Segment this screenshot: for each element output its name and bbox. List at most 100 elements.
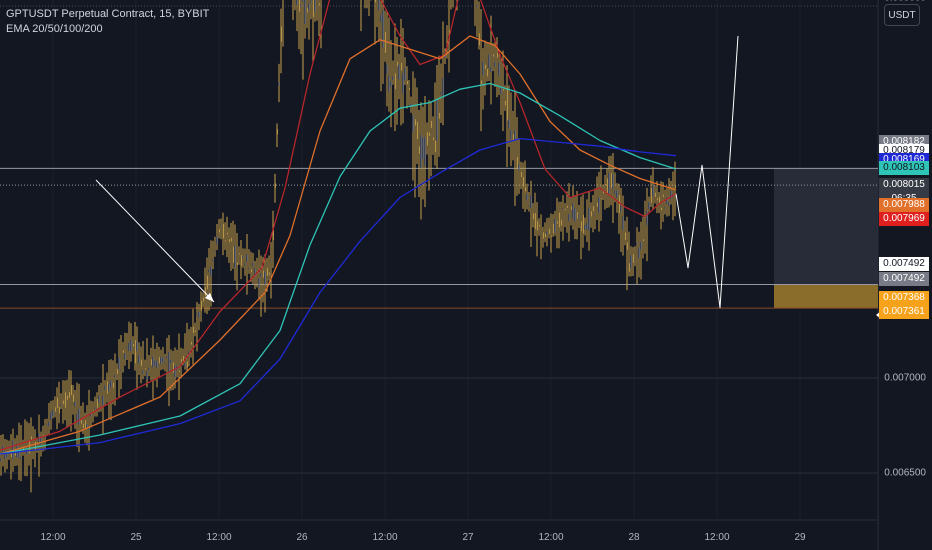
candle-body (652, 185, 654, 197)
price-label: 0.007969 (879, 212, 929, 227)
candle-body (524, 187, 526, 192)
candle-body (258, 277, 260, 288)
candle-body (80, 420, 82, 424)
candle-body (312, 0, 314, 17)
candle-body (552, 223, 554, 234)
candle-body (582, 214, 584, 234)
candle-body (196, 313, 198, 315)
candle-body (308, 3, 310, 11)
symbol-title[interactable]: GPTUSDT Perpetual Contract, 15, BYBIT (6, 8, 210, 20)
candle-body (520, 171, 522, 178)
candle-body (418, 146, 420, 154)
candle-body (66, 395, 68, 400)
candle-body (580, 221, 582, 232)
candle-body (102, 395, 104, 406)
candle-body (96, 399, 98, 408)
x-tick-label: 12:00 (538, 532, 564, 543)
candle-body (518, 164, 520, 171)
candle-body (636, 242, 638, 245)
candle-body (304, 0, 306, 25)
candle-body (168, 351, 170, 373)
candle-body (68, 391, 70, 398)
candle-body (192, 326, 194, 334)
indicator-label[interactable]: EMA 20/50/100/200 (6, 23, 103, 35)
candle-body (592, 206, 594, 211)
candle-body (516, 157, 518, 170)
candle-body (204, 287, 206, 297)
candle-body (142, 370, 144, 374)
candle-body (618, 195, 620, 214)
candle-body (496, 52, 498, 58)
candle-body (92, 409, 94, 411)
candle-body (280, 26, 282, 42)
candle-body (624, 232, 626, 240)
candle-body (402, 73, 404, 94)
candle-body (512, 134, 514, 140)
candle-body (50, 412, 52, 420)
candle-body (664, 207, 666, 209)
candle-body (548, 228, 550, 234)
candle-body (408, 88, 410, 91)
candle-body (20, 456, 22, 459)
candle-body (634, 259, 636, 261)
candle-body (412, 115, 414, 132)
candle-body (224, 240, 226, 242)
candle-body (36, 444, 38, 446)
x-tick-label: 29 (794, 532, 806, 543)
candle-body (484, 64, 486, 70)
candle-body (152, 356, 154, 368)
candle-body (622, 216, 624, 230)
candle-body (656, 198, 658, 201)
candle-body (166, 356, 168, 359)
candle-body (480, 80, 482, 85)
x-tick-label: 12:00 (206, 532, 232, 543)
candle-body (100, 389, 102, 391)
candle-body (140, 359, 142, 367)
candle-body (270, 260, 272, 262)
currency-button[interactable]: USDT (884, 4, 920, 26)
candle-body (244, 263, 246, 266)
candle-body (84, 420, 86, 429)
candle-body (666, 197, 668, 204)
candle-body (526, 193, 528, 201)
candle-body (532, 213, 534, 220)
candle-body (566, 205, 568, 208)
candle-body (420, 134, 422, 169)
candle-body (626, 242, 628, 250)
candle-body (500, 87, 502, 95)
candle-body (154, 360, 156, 366)
candle-body (72, 394, 74, 402)
candle-body (48, 421, 50, 426)
candle-body (194, 330, 196, 332)
candle-body (274, 183, 276, 189)
x-tick-label: 27 (462, 532, 474, 543)
candles (0, 0, 676, 493)
candle-body (620, 205, 622, 213)
candle-body (428, 132, 430, 136)
projection-line (675, 35, 739, 309)
candle-body (410, 103, 412, 106)
arrow-head (205, 293, 214, 302)
candle-body (382, 10, 384, 48)
candle-body (586, 223, 588, 230)
candle-body (400, 62, 402, 71)
candle-body (544, 233, 546, 238)
y-tick-label: 0.009000 (884, 0, 926, 4)
candle-body (200, 300, 202, 311)
candle-body (380, 14, 382, 23)
candle-body (488, 54, 490, 68)
candle-body (40, 437, 42, 445)
candle-body (228, 239, 230, 242)
candle-body (236, 262, 238, 265)
chart-header: GPTUSDT Perpetual Contract, 15, BYBIT EM… (6, 7, 209, 37)
candle-body (422, 137, 424, 160)
candle-body (498, 62, 500, 76)
candle-body (576, 212, 578, 219)
candle-body (94, 407, 96, 410)
candle-body (564, 209, 566, 211)
candle-body (98, 395, 100, 403)
candle-body (546, 231, 548, 235)
candle-body (560, 219, 562, 226)
candle-body (120, 369, 122, 371)
